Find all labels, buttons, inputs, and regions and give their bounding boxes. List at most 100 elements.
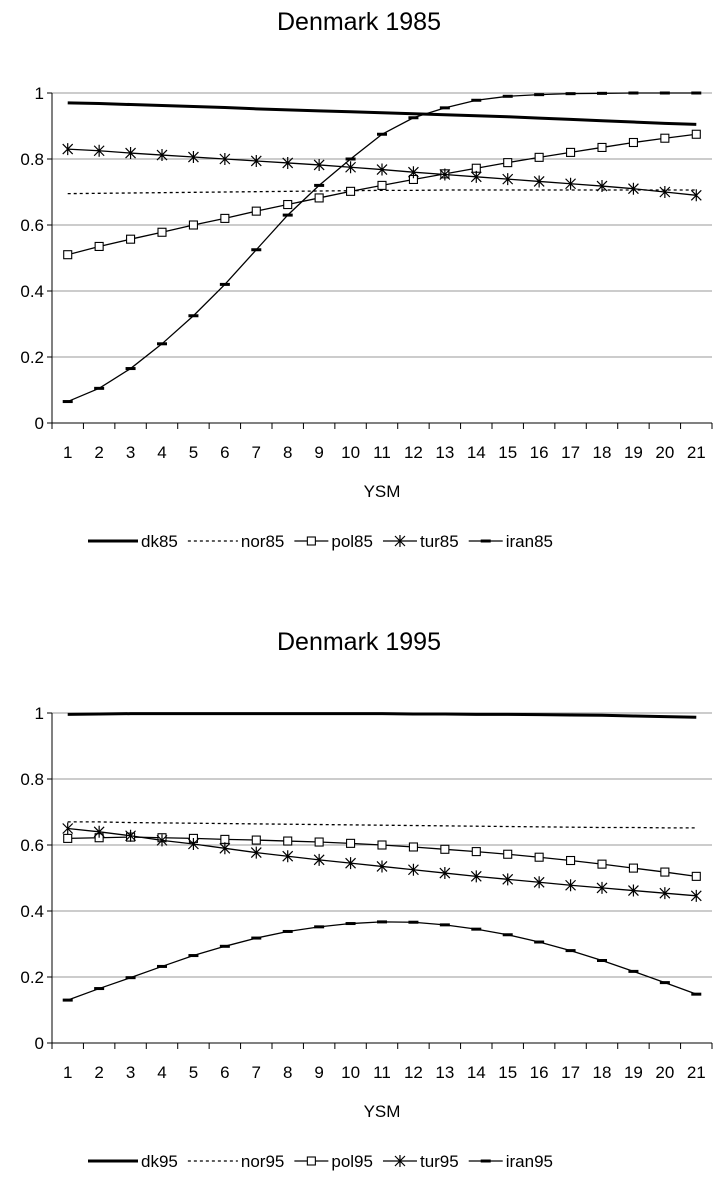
data-point-tur85 [282,156,294,169]
x-tick-label: 6 [220,443,229,462]
x-tick-label: 21 [687,443,706,462]
legend-label-dk85: dk85 [141,532,178,551]
x-tick-label: 5 [189,443,198,462]
series-line-dk85 [67,101,697,126]
data-point-pol85 [220,213,230,223]
x-tick-label: 16 [530,443,549,462]
chart-title: Denmark 1985 [277,8,441,36]
series-nor85 [67,189,697,195]
x-tick-label: 5 [189,1063,198,1082]
data-point-tur85 [470,170,482,183]
data-point-pol85 [63,250,73,260]
data-point-iran85 [534,93,545,97]
data-point-iran85 [408,116,419,120]
legend-label-tur85: tur85 [420,532,459,551]
data-point-iran85 [439,106,450,110]
x-tick-label: 4 [157,443,166,462]
x-tick-label: 19 [624,443,643,462]
data-point-tur95 [502,873,514,886]
y-tick-label: 1 [35,84,44,103]
data-point-iran95 [534,940,545,944]
data-point-pol95 [566,855,576,866]
x-tick-label: 18 [593,443,612,462]
data-point-tur85 [62,143,74,156]
data-point-iran85 [314,183,325,187]
x-axis-label: YSM [364,482,401,501]
data-point-pol95 [471,847,481,857]
series-iran85 [62,91,702,404]
data-point-iran85 [219,282,230,286]
data-point-iran85 [502,94,513,98]
data-point-tur95 [690,889,702,902]
data-point-tur85 [376,163,388,176]
legend-label-tur95: tur95 [420,1152,459,1171]
series-dk85 [67,101,697,126]
x-tick-label: 4 [157,1063,166,1082]
data-point-tur95 [93,825,105,838]
x-tick-label: 1 [63,443,72,462]
legend-marker-tur85 [394,535,406,547]
data-point-tur95 [345,857,356,870]
data-point-tur95 [188,838,199,851]
data-point-pol95 [628,863,638,873]
legend-marker-tur95 [394,1155,406,1167]
data-point-iran95 [157,964,167,968]
x-tick-label: 12 [404,1063,423,1082]
x-tick-label: 6 [220,1063,229,1082]
data-point-pol85 [314,193,324,203]
data-point-pol95 [251,835,261,845]
data-point-iran95 [565,949,576,953]
data-point-iran85 [691,91,702,95]
legend-marker-iran95 [480,1159,491,1163]
x-tick-label: 10 [341,1063,360,1082]
legend-label-iran95: iran95 [506,1152,553,1171]
data-point-tur85 [659,186,671,198]
legend-label-nor95: nor95 [241,1152,284,1171]
data-point-pol85 [566,147,576,157]
y-tick-label: 0.8 [20,150,44,169]
data-point-iran95 [282,929,293,933]
data-point-pol95 [660,867,670,877]
data-point-tur95 [439,867,451,880]
x-tick-label: 11 [373,1063,391,1082]
legend: dk85 nor85 pol85 tur85 iran85 [88,532,553,551]
data-point-iran95 [219,944,230,948]
data-point-tur95 [470,870,482,883]
data-point-tur85 [596,180,608,193]
y-tick-label: 0.2 [20,968,44,987]
series-line-dk95 [67,712,697,719]
data-point-pol95 [283,836,293,846]
data-point-tur85 [125,147,136,160]
data-point-pol85 [597,142,607,152]
x-tick-label: 15 [498,443,517,462]
data-point-tur95 [565,879,576,892]
x-tick-label: 14 [467,443,486,462]
x-tick-label: 18 [593,1063,612,1082]
x-tick-label: 16 [530,1063,549,1082]
data-point-iran85 [628,91,639,95]
data-point-tur85 [250,154,262,167]
data-point-tur95 [628,884,639,897]
data-point-iran85 [282,213,293,217]
data-point-tur95 [596,881,608,894]
data-point-pol85 [126,234,136,244]
data-point-iran85 [125,367,136,371]
x-tick-label: 2 [94,1063,103,1082]
x-tick-label: 17 [561,443,580,462]
data-point-tur85 [408,166,419,179]
data-point-pol85 [628,137,638,148]
data-point-iran85 [62,400,73,404]
data-point-iran95 [377,920,387,924]
data-point-iran95 [125,976,136,980]
x-tick-label: 20 [655,1063,674,1082]
data-point-tur95 [533,876,545,889]
legend-label-iran85: iran85 [506,532,553,551]
data-point-pol85 [346,186,356,196]
data-point-pol85 [660,133,670,143]
series-tur85 [62,143,702,202]
x-axis-label: YSM [364,1102,401,1121]
data-point-iran85 [659,91,670,95]
x-tick-label: 14 [467,1063,486,1082]
